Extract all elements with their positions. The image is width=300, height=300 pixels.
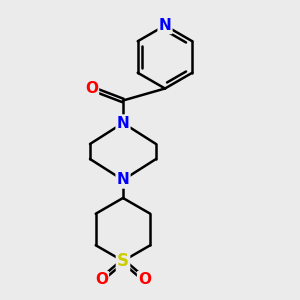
Text: N: N [117, 172, 129, 188]
Text: O: O [95, 272, 108, 287]
Text: N: N [117, 116, 129, 130]
Text: N: N [159, 18, 171, 33]
Text: O: O [85, 81, 98, 96]
Text: S: S [117, 252, 129, 270]
Text: O: O [138, 272, 151, 287]
